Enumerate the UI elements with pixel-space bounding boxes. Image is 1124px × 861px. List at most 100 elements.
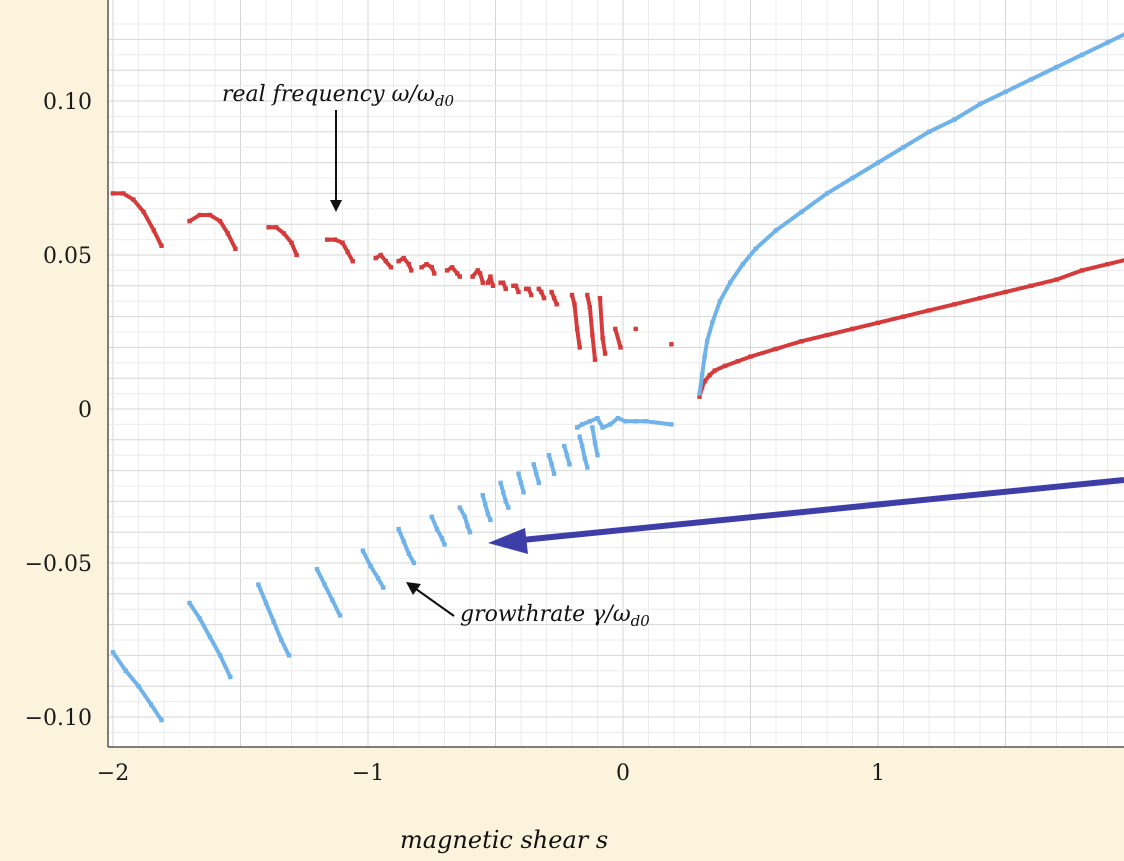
growthrate-point xyxy=(595,453,600,458)
growthrate-point xyxy=(396,526,401,532)
x-tick-label: 0 xyxy=(616,761,630,786)
growthrate-point xyxy=(207,634,213,640)
growthrate-point xyxy=(485,511,490,516)
real_frequency-point xyxy=(977,295,983,301)
real_frequency-point xyxy=(475,268,480,273)
y-tick-label: 0.10 xyxy=(43,90,92,115)
real_frequency-point xyxy=(485,280,490,285)
growthrate-point xyxy=(699,372,705,378)
growthrate-point xyxy=(850,175,855,181)
real_frequency-point xyxy=(722,363,728,369)
growthrate-point xyxy=(503,499,508,504)
y-tick-label: −0.05 xyxy=(25,552,92,577)
growthrate-point xyxy=(824,191,830,196)
real_frequency-point xyxy=(383,259,388,264)
real_frequency-point xyxy=(516,289,521,295)
growthrate-point xyxy=(217,653,223,658)
real_frequency-point xyxy=(478,271,483,276)
growthrate-point xyxy=(590,425,595,430)
real_frequency-point xyxy=(536,286,541,292)
real_frequency-point xyxy=(585,292,590,298)
y-tick-label: −0.10 xyxy=(25,706,92,731)
growthrate-segment xyxy=(396,527,416,565)
growthrate-point xyxy=(406,551,411,556)
real_frequency-point xyxy=(511,283,516,288)
growthrate-point xyxy=(875,160,881,165)
real_frequency-segment xyxy=(570,293,582,350)
growthrate-point xyxy=(411,560,417,566)
growthrate-point xyxy=(263,600,269,606)
growthrate-segment xyxy=(577,434,590,470)
real_frequency-point xyxy=(121,191,126,196)
growthrate-point xyxy=(669,422,674,427)
real_frequency-point xyxy=(523,286,529,292)
real_frequency-point xyxy=(406,262,411,267)
real_frequency-point xyxy=(618,345,623,350)
growthrate-point xyxy=(360,548,366,553)
real_frequency-point xyxy=(490,283,496,288)
growthrate-point xyxy=(256,582,261,587)
growthrate-point xyxy=(457,505,462,510)
growthrate-point xyxy=(1105,40,1110,45)
growthrate-annotation: growthrate γ/ωd0 xyxy=(406,582,650,630)
real_frequency-point xyxy=(799,339,804,344)
growthrate-point xyxy=(717,299,723,304)
growthrate-point xyxy=(159,717,164,723)
real_frequency-point xyxy=(401,255,406,261)
growthrate-point xyxy=(615,416,621,421)
growthrate-point xyxy=(704,339,710,344)
real_frequency-point xyxy=(926,308,932,313)
grid xyxy=(108,0,1124,747)
x-tick-label: 1 xyxy=(871,761,885,786)
x-tick-label: −2 xyxy=(97,761,129,786)
growthrate-point xyxy=(136,684,141,689)
growthrate-point xyxy=(1003,89,1008,94)
growthrate-arrow-head xyxy=(406,582,421,595)
growthrate-point xyxy=(977,101,983,107)
real_frequency-point xyxy=(503,286,508,292)
growthrate-point xyxy=(564,453,570,458)
real_frequency-point xyxy=(266,225,271,230)
real_frequency-point xyxy=(572,302,577,307)
axes xyxy=(107,0,1124,748)
growthrate-point xyxy=(1079,52,1085,57)
growthrate-point xyxy=(506,505,511,510)
real_frequency-point xyxy=(850,326,855,332)
real_frequency-point xyxy=(388,265,394,270)
growthrate-point xyxy=(488,517,493,523)
y-tick-label: 0 xyxy=(78,398,92,423)
real_frequency-point xyxy=(574,326,580,332)
x-axis-label: magnetic shear s xyxy=(400,826,608,854)
growthrate-point xyxy=(498,480,503,486)
real_frequency-point xyxy=(340,240,345,245)
real_frequency-point xyxy=(554,302,559,307)
real_frequency-point xyxy=(419,265,424,270)
growthrate-point xyxy=(286,653,292,658)
growthrate-point xyxy=(480,493,485,498)
data-marks xyxy=(110,32,1124,723)
growthrate-point xyxy=(483,502,488,507)
x-tick-label: −1 xyxy=(352,761,384,786)
real_frequency-point xyxy=(373,255,378,261)
real_frequency-point xyxy=(350,259,355,264)
real_frequency-point xyxy=(141,209,146,215)
real_frequency-point xyxy=(1028,283,1034,288)
growthrate-point xyxy=(592,440,598,446)
real_frequency-point xyxy=(488,274,493,279)
real_frequency-point xyxy=(592,357,598,362)
real_frequency-point xyxy=(712,368,717,373)
highlight-arrow-line xyxy=(521,477,1124,543)
real_frequency-point xyxy=(707,372,712,378)
growthrate-label: growthrate γ/ωd0 xyxy=(460,602,650,630)
growthrate-point xyxy=(149,702,154,707)
growthrate-point xyxy=(577,434,582,439)
real-frequency-annotation: real frequency ω/ωd0 xyxy=(222,82,454,212)
series-growthrate xyxy=(110,32,1124,723)
growthrate-point xyxy=(546,453,552,458)
real_frequency-segment xyxy=(396,256,414,273)
real_frequency-point xyxy=(773,346,779,352)
real_frequency-point xyxy=(600,336,605,341)
growthrate-segment xyxy=(429,514,447,547)
